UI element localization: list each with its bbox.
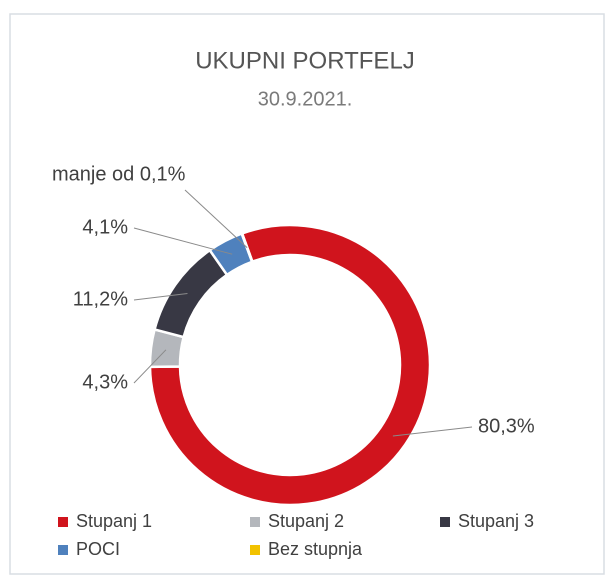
leader-line — [392, 426, 473, 437]
data-label: 4,3% — [82, 371, 128, 393]
legend-label: Stupanj 2 — [268, 511, 344, 531]
leader-line — [133, 349, 167, 384]
legend-swatch — [250, 517, 260, 527]
leader-line — [184, 189, 248, 248]
legend-swatch — [440, 517, 450, 527]
leader-line — [133, 227, 233, 255]
leader-line — [133, 293, 188, 301]
legend-label: Stupanj 3 — [458, 511, 534, 531]
data-label: manje od 0,1% — [52, 163, 186, 185]
legend-label: Bez stupnja — [268, 539, 363, 559]
data-label: 4,1% — [82, 216, 128, 238]
data-label: 80,3% — [478, 415, 535, 437]
donut-segment — [148, 223, 432, 507]
legend-label: Stupanj 1 — [76, 511, 152, 531]
legend-swatch — [250, 545, 260, 555]
legend-label: POCI — [76, 539, 120, 559]
legend-swatch — [58, 517, 68, 527]
chart-subtitle: 30.9.2021. — [258, 88, 353, 110]
chart-title: UKUPNI PORTFELJ — [195, 47, 415, 74]
data-label: 11,2% — [73, 288, 128, 310]
legend-swatch — [58, 545, 68, 555]
